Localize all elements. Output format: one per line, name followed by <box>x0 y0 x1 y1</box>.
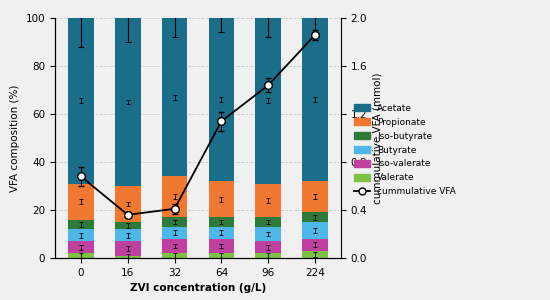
Bar <box>208 181 234 217</box>
Bar <box>208 18 234 181</box>
Bar <box>302 212 328 222</box>
Bar <box>208 253 234 258</box>
Bar <box>115 186 141 222</box>
Bar <box>68 18 94 184</box>
Bar <box>162 18 188 176</box>
Bar <box>68 220 94 229</box>
Bar <box>302 222 328 239</box>
Bar <box>255 217 281 227</box>
Bar <box>255 253 281 258</box>
Bar <box>302 251 328 258</box>
Bar <box>115 229 141 241</box>
Y-axis label: VFA composition (%): VFA composition (%) <box>10 84 20 192</box>
Bar <box>115 18 141 186</box>
Bar <box>162 239 188 253</box>
Bar <box>302 239 328 251</box>
Bar <box>255 18 281 184</box>
X-axis label: ZVI concentration (g/L): ZVI concentration (g/L) <box>130 283 266 293</box>
Bar <box>255 241 281 253</box>
Bar <box>162 253 188 258</box>
Bar <box>68 241 94 253</box>
Bar <box>68 253 94 258</box>
Bar <box>115 222 141 229</box>
Bar <box>208 217 234 227</box>
Bar <box>302 18 328 181</box>
Y-axis label: cummulative VFA (mmol): cummulative VFA (mmol) <box>373 72 383 204</box>
Bar <box>115 241 141 256</box>
Legend: Acetate, Propionate, Iso-butyrate, Butyrate, Iso-valerate, Valerate, cummulative: Acetate, Propionate, Iso-butyrate, Butyr… <box>354 103 456 196</box>
Bar <box>208 227 234 239</box>
Bar <box>162 227 188 239</box>
Bar <box>68 184 94 220</box>
Bar <box>302 181 328 212</box>
Bar <box>255 227 281 241</box>
Bar <box>68 229 94 241</box>
Bar <box>162 217 188 227</box>
Bar <box>162 176 188 217</box>
Bar <box>115 256 141 258</box>
Bar <box>255 184 281 217</box>
Bar <box>208 239 234 253</box>
